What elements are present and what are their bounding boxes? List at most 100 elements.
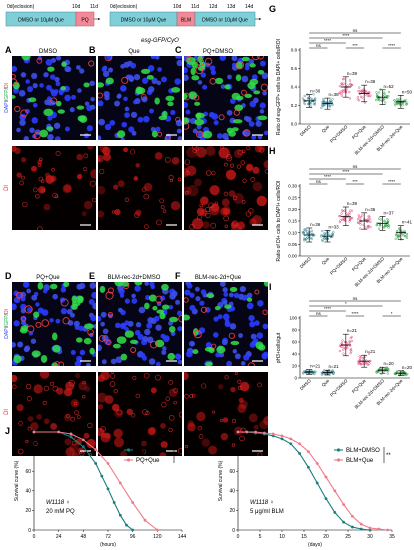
data-point	[313, 103, 317, 106]
data-point	[383, 220, 386, 223]
data-point	[359, 362, 363, 365]
timeline-right-t5: 14d	[245, 4, 254, 10]
micrograph-e-dl	[98, 372, 182, 456]
data-point	[323, 237, 326, 240]
micrograph-a-dl	[12, 146, 96, 230]
series-point	[32, 430, 36, 434]
y-tick-label: 0.0	[291, 122, 298, 127]
data-point	[368, 215, 371, 218]
data-point	[364, 89, 367, 92]
data-point	[350, 350, 353, 353]
significance-label: ns	[353, 28, 359, 33]
series-point	[333, 510, 337, 514]
n-label: n=36	[310, 222, 321, 227]
data-point	[386, 218, 389, 221]
series-point	[106, 461, 110, 465]
series-point	[307, 450, 310, 453]
n-label: n=33	[329, 224, 340, 229]
panel-title-b: Que	[128, 49, 140, 55]
data-point	[356, 96, 359, 99]
series-point	[351, 514, 354, 518]
svg-text:DAPI/GFP/Dl: DAPI/GFP/Dl	[4, 309, 10, 338]
y-tick-label: 0.20	[288, 207, 297, 212]
series-point	[342, 503, 345, 506]
y-tick-label: 20	[292, 364, 298, 369]
category-label: PQ+Que	[351, 256, 367, 272]
series-point	[359, 522, 363, 526]
data-point	[362, 356, 365, 359]
data-point	[332, 372, 335, 375]
panel-title-e: BLM-rec-2d+DMSO	[108, 275, 161, 281]
data-point	[303, 102, 306, 106]
micrograph-f-merge	[184, 282, 268, 366]
category-label: Que	[321, 378, 331, 388]
data-point	[377, 227, 381, 230]
y-tick-label: 20	[25, 508, 31, 514]
series-point	[118, 481, 122, 485]
data-point	[312, 372, 315, 375]
series-point	[324, 475, 328, 479]
data-point	[331, 98, 334, 101]
n-label: n=36	[365, 207, 376, 212]
x-tick-label: 5	[259, 534, 262, 540]
data-point	[313, 98, 317, 101]
series-point	[359, 527, 363, 531]
x-tick-label: 48	[81, 534, 87, 540]
data-point	[368, 352, 371, 355]
y-tick-label: 0.05	[288, 242, 297, 247]
series-point	[143, 518, 147, 522]
data-point	[343, 218, 346, 222]
data-point	[395, 370, 399, 373]
timeline-left-t0: 0d(eclosion)	[7, 4, 35, 10]
y-tick-label: 80	[292, 328, 298, 333]
data-point	[321, 104, 324, 107]
x-tick-label: 30	[367, 534, 373, 540]
data-point	[404, 235, 407, 238]
data-point	[362, 90, 365, 93]
data-point	[405, 236, 409, 239]
timeline-right-t3: 12d	[209, 4, 218, 10]
timeline-right-box2-label: BLM	[181, 18, 191, 24]
significance-label: ****	[324, 174, 331, 179]
series-point	[57, 430, 61, 434]
x-tick-label: 24	[56, 534, 62, 540]
data-point	[338, 215, 341, 218]
data-point	[349, 349, 352, 352]
timeline-left-t1: 10d	[72, 4, 81, 10]
data-point	[376, 370, 379, 374]
data-point	[360, 355, 363, 358]
data-point	[364, 226, 367, 229]
x-tick-label: 96	[130, 534, 136, 540]
series-point	[112, 501, 116, 504]
series-point	[94, 448, 98, 452]
data-point	[406, 373, 409, 376]
data-point	[323, 232, 326, 235]
series-point	[106, 487, 110, 491]
significance-label: ns	[353, 296, 359, 301]
data-point	[378, 91, 381, 94]
data-point	[338, 349, 342, 353]
micrograph-a-merge	[12, 56, 96, 140]
series-point	[131, 528, 135, 532]
data-point	[342, 78, 345, 81]
data-point	[369, 220, 372, 224]
data-point	[302, 101, 305, 104]
significance-label: ***	[352, 43, 358, 48]
n-label: n=39	[347, 201, 358, 206]
series-point	[131, 501, 135, 504]
x-tick-label: 20	[323, 534, 329, 540]
category-label: Que	[321, 124, 331, 134]
panel-letter-f: F	[175, 271, 181, 281]
data-point	[374, 98, 378, 102]
data-point	[346, 346, 349, 350]
panel-letter-b: B	[89, 45, 96, 55]
data-point	[364, 93, 367, 96]
data-point	[366, 225, 370, 228]
data-point	[329, 99, 332, 102]
series-point	[298, 442, 301, 446]
panel-title-a: DMSO	[39, 49, 57, 55]
data-point	[395, 98, 399, 101]
channel-label-dl: Dl	[4, 83, 10, 88]
scatter-points-3	[356, 214, 372, 230]
data-point	[406, 101, 409, 104]
